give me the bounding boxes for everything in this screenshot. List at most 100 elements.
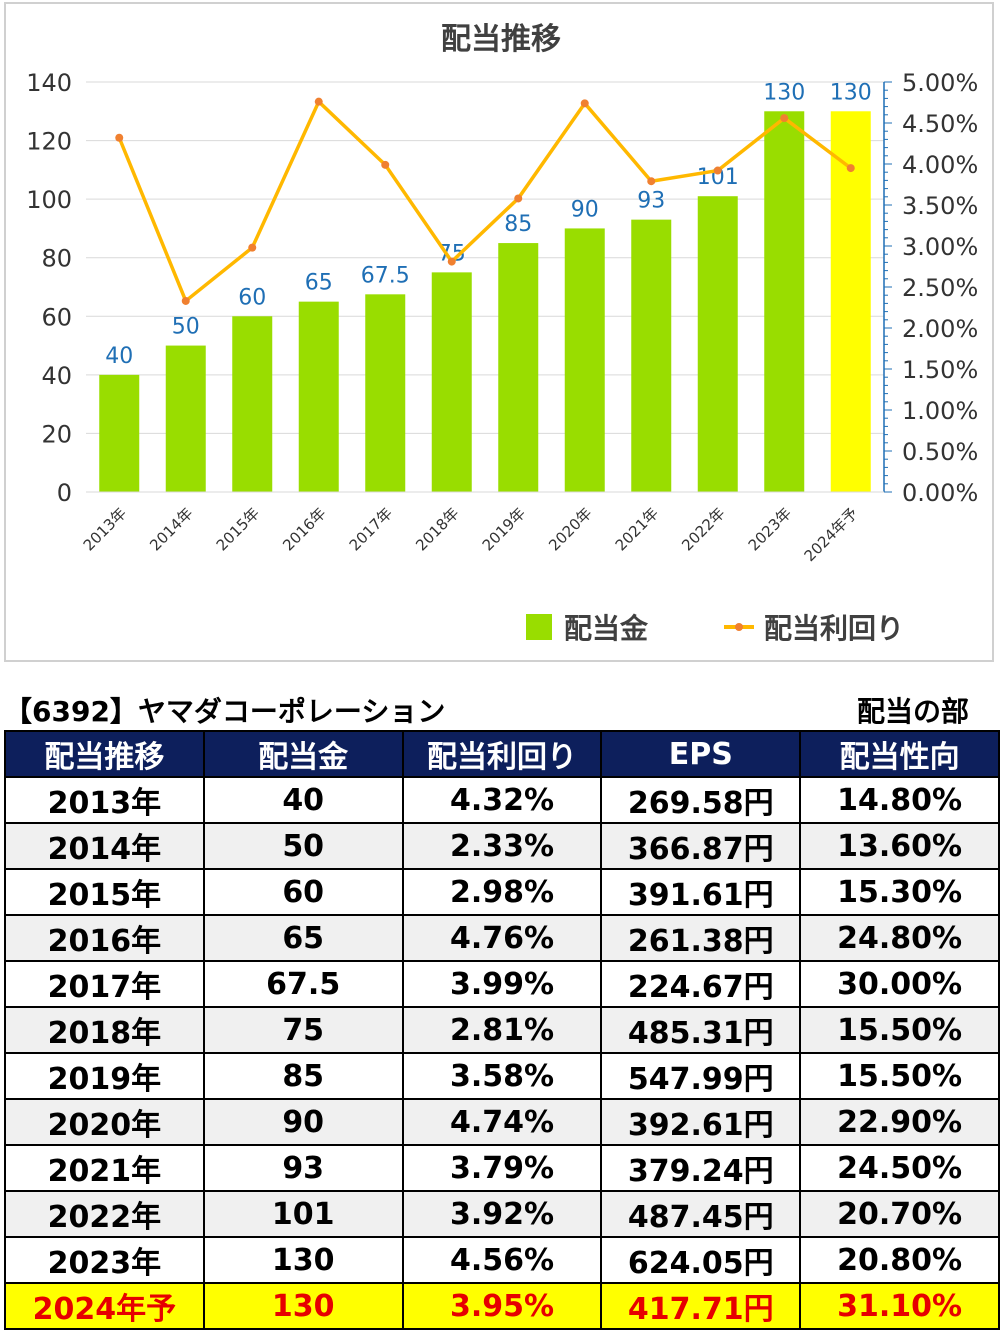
yield-point (846, 164, 855, 173)
cell-yield: 4.76% (401, 914, 603, 962)
x-tick-label: 2015年 (213, 504, 263, 554)
y-left-tick-label: 60 (41, 303, 72, 331)
cell-year: 2022年 (4, 1190, 205, 1238)
cell-eps: 391.61円 (600, 868, 802, 916)
table-row: 2021年 93 3.79% 379.24円 24.50% (4, 1144, 1000, 1192)
cell-payout: 24.80% (799, 914, 1000, 962)
table-header-row: 配当推移 配当金 配当利回り EPS 配当性向 (4, 730, 1000, 778)
cell-year: 2019年 (4, 1052, 205, 1100)
cell-payout: 15.30% (799, 868, 1000, 916)
x-tick-label: 2023年 (745, 504, 795, 554)
cell-yield: 3.92% (401, 1190, 603, 1238)
cell-dividend: 75 (202, 1006, 404, 1054)
cell-year: 2024年予 (4, 1282, 205, 1330)
bar (99, 374, 140, 492)
cell-eps: 417.71円 (600, 1282, 802, 1330)
cell-payout: 14.80% (799, 776, 1000, 824)
cell-eps: 624.05円 (600, 1236, 802, 1284)
bar (365, 294, 406, 492)
company-title: 【6392】ヤマダコーポレーション (4, 695, 446, 728)
x-tick-label: 2019年 (479, 504, 529, 554)
cell-payout: 13.60% (799, 822, 1000, 870)
cell-eps: 487.45円 (600, 1190, 802, 1238)
y-right-tick-label: 3.00% (902, 233, 978, 261)
y-right-tick-label: 4.50% (902, 110, 978, 138)
cell-yield: 2.81% (401, 1006, 603, 1054)
table-row: 2017年 67.5 3.99% 224.67円 30.00% (4, 960, 1000, 1008)
cell-eps: 379.24円 (600, 1144, 802, 1192)
cell-year: 2023年 (4, 1236, 205, 1284)
yield-point (314, 97, 323, 106)
bar-value-label: 50 (172, 315, 200, 340)
bar-value-label: 65 (305, 271, 333, 296)
yield-point (647, 177, 656, 186)
cell-dividend: 93 (202, 1144, 404, 1192)
yield-point (580, 99, 589, 108)
cell-yield: 4.56% (401, 1236, 603, 1284)
bar (564, 228, 605, 492)
bar (498, 243, 539, 492)
cell-year: 2021年 (4, 1144, 205, 1192)
bar (232, 316, 273, 492)
cell-year: 2020年 (4, 1098, 205, 1146)
y-right-tick-label: 2.50% (902, 274, 978, 302)
cell-dividend: 50 (202, 822, 404, 870)
bar (697, 196, 738, 492)
legend-line-label: 配当利回り (764, 612, 904, 645)
cell-year: 2015年 (4, 868, 205, 916)
legend-bar-label: 配当金 (564, 612, 649, 645)
bar-value-label: 67.5 (361, 263, 410, 288)
table-row: 2015年 60 2.98% 391.61円 15.30% (4, 868, 1000, 916)
table-row: 2019年 85 3.58% 547.99円 15.50% (4, 1052, 1000, 1100)
legend-line-marker (735, 623, 743, 631)
bar (298, 301, 339, 492)
x-tick-label: 2013年 (80, 504, 130, 554)
cell-eps: 261.38円 (600, 914, 802, 962)
bar (764, 111, 805, 493)
cell-dividend: 40 (202, 776, 404, 824)
yield-point (514, 194, 523, 203)
cell-year: 2017年 (4, 960, 205, 1008)
bar-value-label: 130 (763, 80, 805, 105)
cell-yield: 4.74% (401, 1098, 603, 1146)
cell-year: 2013年 (4, 776, 205, 824)
cell-dividend: 85 (202, 1052, 404, 1100)
cell-yield: 3.99% (401, 960, 603, 1008)
x-tick-label: 2016年 (279, 504, 329, 554)
table-row: 2022年 101 3.92% 487.45円 20.70% (4, 1190, 1000, 1238)
cell-yield: 3.79% (401, 1144, 603, 1192)
cell-eps: 392.61円 (600, 1098, 802, 1146)
table-row: 2014年 50 2.33% 366.87円 13.60% (4, 822, 1000, 870)
cell-payout: 24.50% (799, 1144, 1000, 1192)
cell-year: 2014年 (4, 822, 205, 870)
y-left-tick-label: 100 (26, 186, 72, 214)
cell-eps: 224.67円 (600, 960, 802, 1008)
cell-dividend: 130 (202, 1236, 404, 1284)
y-right-tick-label: 5.00% (902, 69, 978, 97)
bar (431, 272, 472, 492)
legend-bar-swatch (526, 614, 552, 640)
header-yield: 配当利回り (401, 730, 603, 778)
table-row: 2023年 130 4.56% 624.05円 20.80% (4, 1236, 1000, 1284)
cell-eps: 547.99円 (600, 1052, 802, 1100)
x-tick-label: 2021年 (612, 504, 662, 554)
header-dividend: 配当金 (202, 730, 404, 778)
cell-yield: 4.32% (401, 776, 603, 824)
cell-year: 2018年 (4, 1006, 205, 1054)
bar-value-label: 130 (830, 80, 872, 105)
bar-value-label: 40 (105, 344, 133, 369)
yield-point (447, 257, 456, 266)
table-row: 2013年 40 4.32% 269.58円 14.80% (4, 776, 1000, 824)
cell-dividend: 90 (202, 1098, 404, 1146)
y-left-tick-label: 40 (41, 362, 72, 390)
table-row: 2024年予 130 3.95% 417.71円 31.10% (4, 1282, 1000, 1330)
y-right-tick-label: 1.00% (902, 397, 978, 425)
header-payout: 配当性向 (799, 730, 1000, 778)
y-right-tick-label: 3.50% (902, 192, 978, 220)
y-left-tick-label: 140 (26, 69, 72, 97)
cell-dividend: 65 (202, 914, 404, 962)
table-row: 2020年 90 4.74% 392.61円 22.90% (4, 1098, 1000, 1146)
yield-point (181, 296, 190, 305)
bar (830, 111, 871, 493)
y-right-tick-label: 2.00% (902, 315, 978, 343)
